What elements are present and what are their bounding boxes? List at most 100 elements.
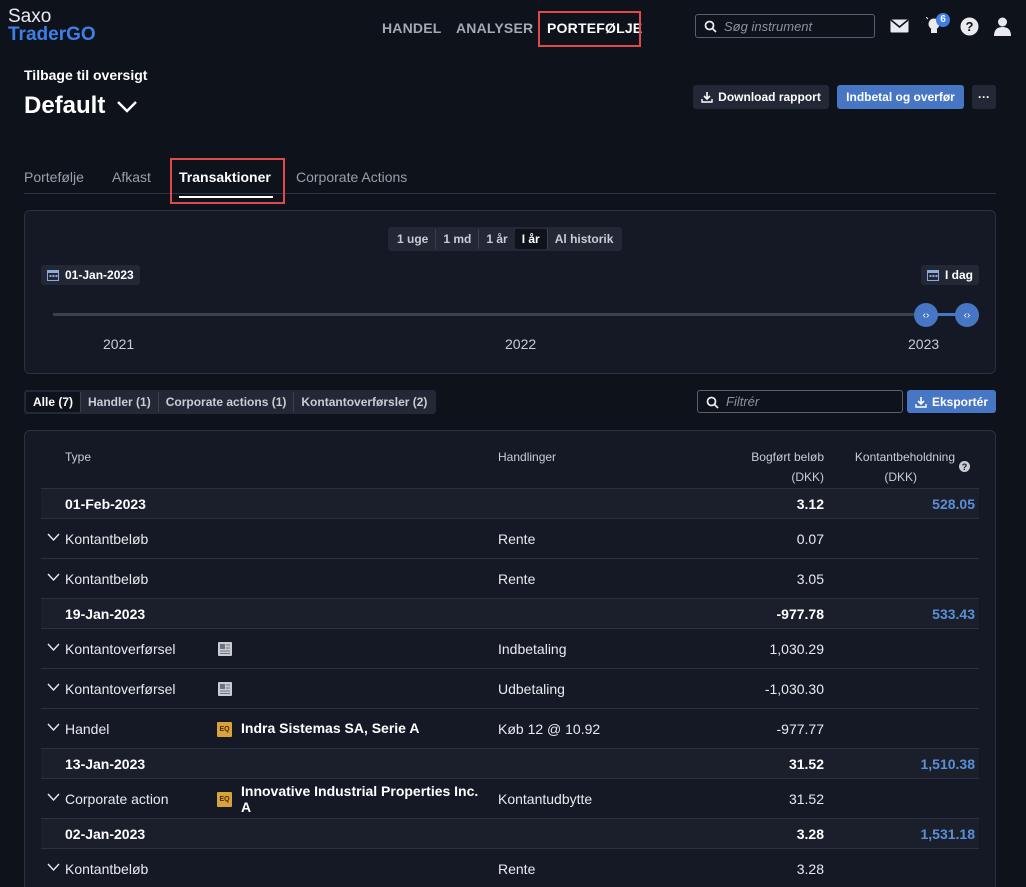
filter-cash-transfers[interactable]: Kontantoverførsler (2)	[293, 392, 434, 412]
row-instrument[interactable]: Indra Sistemas SA, Serie A	[241, 720, 420, 736]
search-icon	[704, 20, 717, 33]
table-row[interactable]: Kontantbeløb Rente 3.05	[41, 559, 979, 599]
chevron-down-icon[interactable]	[47, 573, 60, 581]
chevron-down-icon[interactable]	[47, 723, 60, 731]
info-icon[interactable]: ?	[959, 461, 970, 472]
filter-corporate-actions[interactable]: Corporate actions (1)	[157, 392, 294, 412]
row-action: Udbetaling	[498, 681, 565, 697]
highlight-box-tab	[170, 158, 285, 204]
more-options-button[interactable]: ···	[972, 85, 996, 109]
timeline-track	[53, 313, 968, 316]
row-action: Indbetaling	[498, 641, 567, 657]
column-header-type[interactable]: Type	[65, 450, 92, 464]
row-instrument[interactable]: Innovative Industrial Properties Inc. A	[241, 783, 479, 815]
timeline-end-handle[interactable]: ‹›	[955, 303, 979, 327]
chevron-down-icon	[117, 101, 137, 113]
table-row[interactable]: Handel EQ Indra Sistemas SA, Serie A Køb…	[41, 709, 979, 749]
table-row[interactable]: Corporate action EQ Innovative Industria…	[41, 779, 979, 819]
row-amount: 0.07	[796, 531, 824, 547]
row-date: 13-Jan-2023	[65, 756, 146, 772]
column-header-actions[interactable]: Handlinger	[498, 450, 557, 464]
search-icon	[706, 396, 719, 409]
row-amount: 3.28	[796, 861, 824, 877]
table-row[interactable]: Kontantoverførsel Indbetaling 1,030.29	[41, 629, 979, 669]
tab-portefolje[interactable]: Portefølje	[24, 169, 84, 185]
column-header-booked[interactable]: Bogført beløb	[751, 450, 824, 464]
calendar-icon	[927, 270, 939, 281]
download-report-button[interactable]: Download rapport	[693, 85, 829, 109]
nav-portefolje[interactable]: PORTEFØLJE	[547, 20, 643, 36]
row-amount: 1,030.29	[769, 641, 825, 657]
chevron-down-icon[interactable]	[47, 863, 60, 871]
svg-text:?: ?	[962, 462, 968, 472]
column-header-cash-unit: (DKK)	[884, 470, 917, 484]
row-action: Kontantudbytte	[498, 791, 593, 807]
portfolio-title[interactable]: Default	[24, 92, 138, 120]
back-link[interactable]: Tilbage til oversigt	[24, 67, 148, 83]
row-type: Kontantbeløb	[65, 531, 149, 547]
timeline-selected-range	[926, 313, 966, 316]
drag-arrows-icon: ‹›	[963, 309, 971, 321]
table-row[interactable]: Kontantoverførsel Udbetaling -1,030.30	[41, 669, 979, 709]
more-icon: ···	[978, 90, 990, 104]
document-icon[interactable]	[217, 641, 233, 657]
timeline-year-2022: 2022	[505, 336, 537, 352]
period-selector: 1 uge 1 md 1 år I år Al historik	[388, 227, 623, 251]
timeline-start-handle[interactable]: ‹›	[914, 303, 938, 327]
tab-transaktioner[interactable]: Transaktioner	[179, 169, 271, 185]
row-amount: -1,030.30	[764, 681, 824, 697]
chevron-down-icon[interactable]	[47, 793, 60, 801]
tab-divider	[24, 193, 996, 194]
row-date: 01-Feb-2023	[65, 496, 146, 512]
nav-analyser[interactable]: ANALYSER	[456, 20, 534, 36]
row-type: Kontantoverførsel	[65, 681, 176, 697]
table-row-date: 01-Feb-2023 3.12 528.05	[41, 489, 979, 519]
row-amount: 3.05	[796, 571, 824, 587]
period-ytd[interactable]: I år	[514, 229, 547, 249]
filter-trades[interactable]: Handler (1)	[80, 392, 158, 412]
period-all-history[interactable]: Al historik	[546, 229, 621, 249]
tab-afkast[interactable]: Afkast	[112, 169, 151, 185]
user-icon[interactable]	[994, 17, 1011, 36]
tab-corporate-actions[interactable]: Corporate Actions	[296, 169, 408, 185]
filter-all[interactable]: Alle (7)	[26, 392, 81, 412]
row-type: Corporate action	[65, 791, 169, 807]
table-row-date: 02-Jan-2023 3.28 1,531.18	[41, 819, 979, 849]
period-1-week[interactable]: 1 uge	[397, 232, 429, 246]
timeline-year-2021: 2021	[103, 336, 135, 352]
row-date: 19-Jan-2023	[65, 606, 146, 622]
download-report-label: Download rapport	[718, 90, 821, 104]
document-icon[interactable]	[217, 681, 233, 697]
timeline-year-2023: 2023	[908, 336, 940, 352]
chevron-down-icon[interactable]	[47, 533, 60, 541]
from-date-picker[interactable]: 01-Jan-2023	[41, 265, 140, 285]
table-row[interactable]: Kontantbeløb Rente 3.28	[41, 849, 979, 887]
help-icon[interactable]: ?	[960, 17, 979, 36]
search-input[interactable]	[724, 19, 864, 34]
mail-icon[interactable]	[890, 19, 909, 33]
period-1-year[interactable]: 1 år	[478, 229, 514, 249]
row-amount: 31.52	[788, 791, 824, 807]
portfolio-name: Default	[24, 92, 106, 119]
column-header-cash[interactable]: Kontantbeholdning	[854, 450, 955, 464]
filter-field[interactable]	[697, 390, 903, 413]
table-row-date: 19-Jan-2023 -977.78 533.43	[41, 599, 979, 629]
chevron-down-icon[interactable]	[47, 683, 60, 691]
table-row-date: 13-Jan-2023 31.52 1,510.38	[41, 749, 979, 779]
to-date-picker[interactable]: I dag	[921, 265, 980, 285]
nav-handel[interactable]: HANDEL	[382, 20, 442, 36]
table-row[interactable]: Kontantbeløb Rente 0.07	[41, 519, 979, 559]
deposit-transfer-button[interactable]: Indbetal og overfør	[837, 85, 964, 109]
download-icon	[701, 92, 713, 103]
instrument-search[interactable]	[695, 14, 875, 38]
logo-tradergo[interactable]: TraderGO	[8, 24, 96, 45]
row-type: Kontantbeløb	[65, 571, 149, 587]
highlight-box-nav	[538, 11, 641, 47]
logo-saxo: Saxo	[8, 6, 52, 27]
filter-input[interactable]	[726, 394, 866, 409]
chevron-down-icon[interactable]	[47, 643, 60, 651]
row-balance: 528.05	[932, 496, 975, 512]
row-balance: 1,531.18	[920, 826, 976, 842]
period-1-month[interactable]: 1 md	[435, 229, 478, 249]
export-button[interactable]: Eksportér	[907, 390, 996, 413]
